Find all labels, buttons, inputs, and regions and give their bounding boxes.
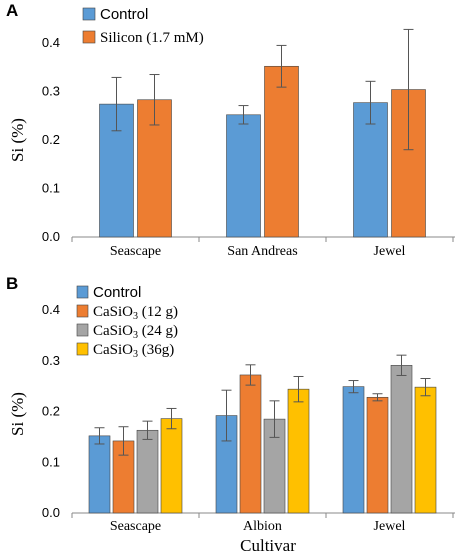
panel-letter: B — [6, 274, 18, 293]
bar — [88, 435, 111, 514]
y-tick-label: 0.2 — [42, 132, 60, 147]
bar — [414, 386, 437, 514]
bar — [366, 396, 389, 514]
legend-swatch — [76, 285, 89, 299]
legend-label: Control — [100, 6, 148, 23]
category-label: Seascape — [110, 519, 161, 534]
y-tick-label: 0.3 — [42, 84, 60, 99]
legend-label: Silicon (1.7 mM) — [100, 30, 204, 46]
legend-swatch — [76, 304, 89, 318]
legend: Control CaSiO3 (12 g)CaSiO3 (24 g)CaSiO3 … — [76, 284, 178, 360]
y-tick-label: 0.0 — [42, 505, 60, 520]
bar — [353, 102, 388, 238]
bar — [391, 89, 426, 238]
y-axis-title: Si (%) — [8, 392, 27, 436]
legend-swatch — [76, 342, 89, 356]
bar — [264, 65, 299, 238]
category-label: Seascape — [110, 244, 161, 259]
y-axis-title: Si (%) — [8, 118, 27, 162]
bar — [160, 418, 183, 514]
legend-swatch — [82, 30, 96, 44]
legend-label: CaSiO3 (24 g) — [93, 323, 178, 341]
y-tick-label: 0.1 — [42, 181, 60, 196]
y-tick-label: 0.3 — [42, 353, 60, 368]
legend: Control Silicon (1.7 mM) — [82, 6, 204, 46]
panel-letter: A — [6, 1, 18, 20]
bar — [342, 386, 365, 514]
legend-label: Control — [93, 284, 141, 301]
legend-swatch — [82, 7, 96, 21]
category-label: Jewel — [374, 244, 406, 259]
y-tick-label: 0.0 — [42, 229, 60, 244]
x-axis-title: Cultivar — [240, 536, 296, 555]
legend-label: CaSiO3 (12 g) — [93, 304, 178, 322]
bar — [136, 429, 159, 514]
bar — [390, 365, 413, 514]
y-tick-label: 0.2 — [42, 404, 60, 419]
category-label: Albion — [243, 519, 282, 534]
y-tick-label: 0.4 — [42, 302, 60, 317]
legend-label: CaSiO3 (36g) — [93, 342, 174, 360]
bar — [239, 374, 262, 514]
panel-a: A Si (%) 0.0 0.1 0.2 0.3 0.4 Seascape San Andrea… — [6, 1, 455, 259]
category-label: San Andreas — [227, 244, 297, 259]
y-tick-label: 0.1 — [42, 454, 60, 469]
bar — [226, 114, 261, 238]
y-tick-label: 0.4 — [42, 35, 60, 50]
bar — [287, 388, 310, 514]
panel-b: B Si (%) 0.0 0.1 0.2 0.3 0.4 Seascape Albion Jewe… — [6, 274, 455, 534]
category-label: Jewel — [374, 519, 406, 534]
legend-swatch — [76, 323, 89, 337]
